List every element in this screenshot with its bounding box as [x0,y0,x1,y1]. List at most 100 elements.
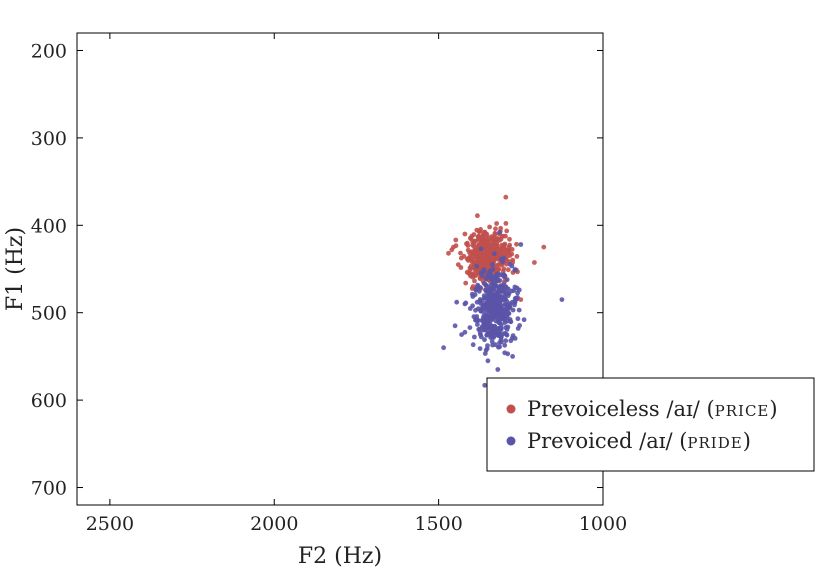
legend-label-prevoiced-main: Prevoiced /aɪ/ ( [527,429,687,453]
data-point [492,244,497,249]
data-point [501,316,507,321]
data-point [507,236,512,242]
data-point [490,236,495,242]
data-point [482,337,487,343]
data-point [481,281,487,286]
data-point [497,317,502,323]
data-point [490,266,496,272]
data-point [497,328,502,333]
data-point [474,227,480,233]
x-tick-label: 1500 [414,513,462,535]
data-point [488,276,494,282]
legend: Prevoiceless /aɪ/ (PRICE) Prevoiced /aɪ/… [486,377,815,472]
data-point [503,291,509,297]
data-point [485,285,491,291]
data-point [477,298,483,304]
data-point [515,316,521,322]
data-point [502,342,508,348]
data-point [494,221,499,226]
data-point [486,291,492,297]
data-point [468,256,474,262]
data-point [505,286,511,292]
data-point [504,331,509,337]
data-point [502,312,508,317]
data-point [503,194,509,200]
data-point [501,266,507,272]
data-point [484,241,489,247]
data-point [475,306,481,312]
data-point [504,327,510,332]
data-point [453,237,459,243]
data-point [470,239,475,245]
data-point [488,335,494,340]
data-point [478,334,484,340]
data-point [471,232,477,237]
data-point [510,307,516,313]
data-point [493,307,499,313]
data-point [480,232,486,238]
data-point [482,382,488,388]
y-tick-label: 500 [31,303,67,325]
data-point [559,297,565,302]
data-point [475,322,480,327]
data-point [486,330,492,336]
legend-label-prevoiced: Prevoiced /aɪ/ (PRIDE) [527,429,751,453]
data-point [495,367,501,372]
data-point [497,305,503,311]
legend-marker-prevoiceless [506,404,516,414]
data-point [495,248,501,253]
series-prevoiced-points [441,230,565,417]
data-point [490,342,495,348]
x-tick-label: 2000 [250,513,298,535]
data-point [464,241,469,247]
data-point [497,344,502,350]
data-point [490,292,496,298]
legend-marker-prevoiced [506,436,516,446]
data-point [514,254,520,259]
data-point [463,280,469,286]
data-point [504,261,509,267]
data-point [486,269,492,275]
data-point [478,246,484,252]
legend-label-prevoiced-smallcaps: PRIDE [687,434,742,452]
data-point [489,261,495,267]
data-point [485,322,491,328]
data-point [492,251,497,257]
data-point [487,224,492,230]
y-tick-label: 400 [31,215,67,237]
data-point [490,281,495,287]
data-point [467,325,473,330]
data-point [488,273,494,279]
data-point [441,345,446,351]
data-point [541,244,547,250]
data-point [472,278,477,284]
data-point [502,297,507,302]
data-point [475,234,481,240]
data-point [496,238,502,243]
data-point [489,255,495,261]
data-point [477,346,483,351]
data-point [517,323,522,328]
data-point [510,333,516,338]
data-point [513,295,519,301]
plot-frame [76,32,604,506]
data-point [514,241,519,247]
data-point [489,325,495,330]
data-point [505,267,511,273]
data-point [485,358,491,364]
data-point [474,263,480,269]
legend-label-prevoiceless: Prevoiceless /aɪ/ (PRICE) [527,397,778,421]
data-point [455,262,461,267]
data-point [461,253,467,259]
data-point [516,307,522,313]
data-point [500,233,506,239]
data-point [498,225,504,231]
data-point [485,260,491,266]
data-point [446,250,451,256]
data-point [501,282,507,287]
data-point [498,295,504,301]
data-point [467,265,473,271]
data-point [469,291,475,297]
data-point [489,313,495,319]
